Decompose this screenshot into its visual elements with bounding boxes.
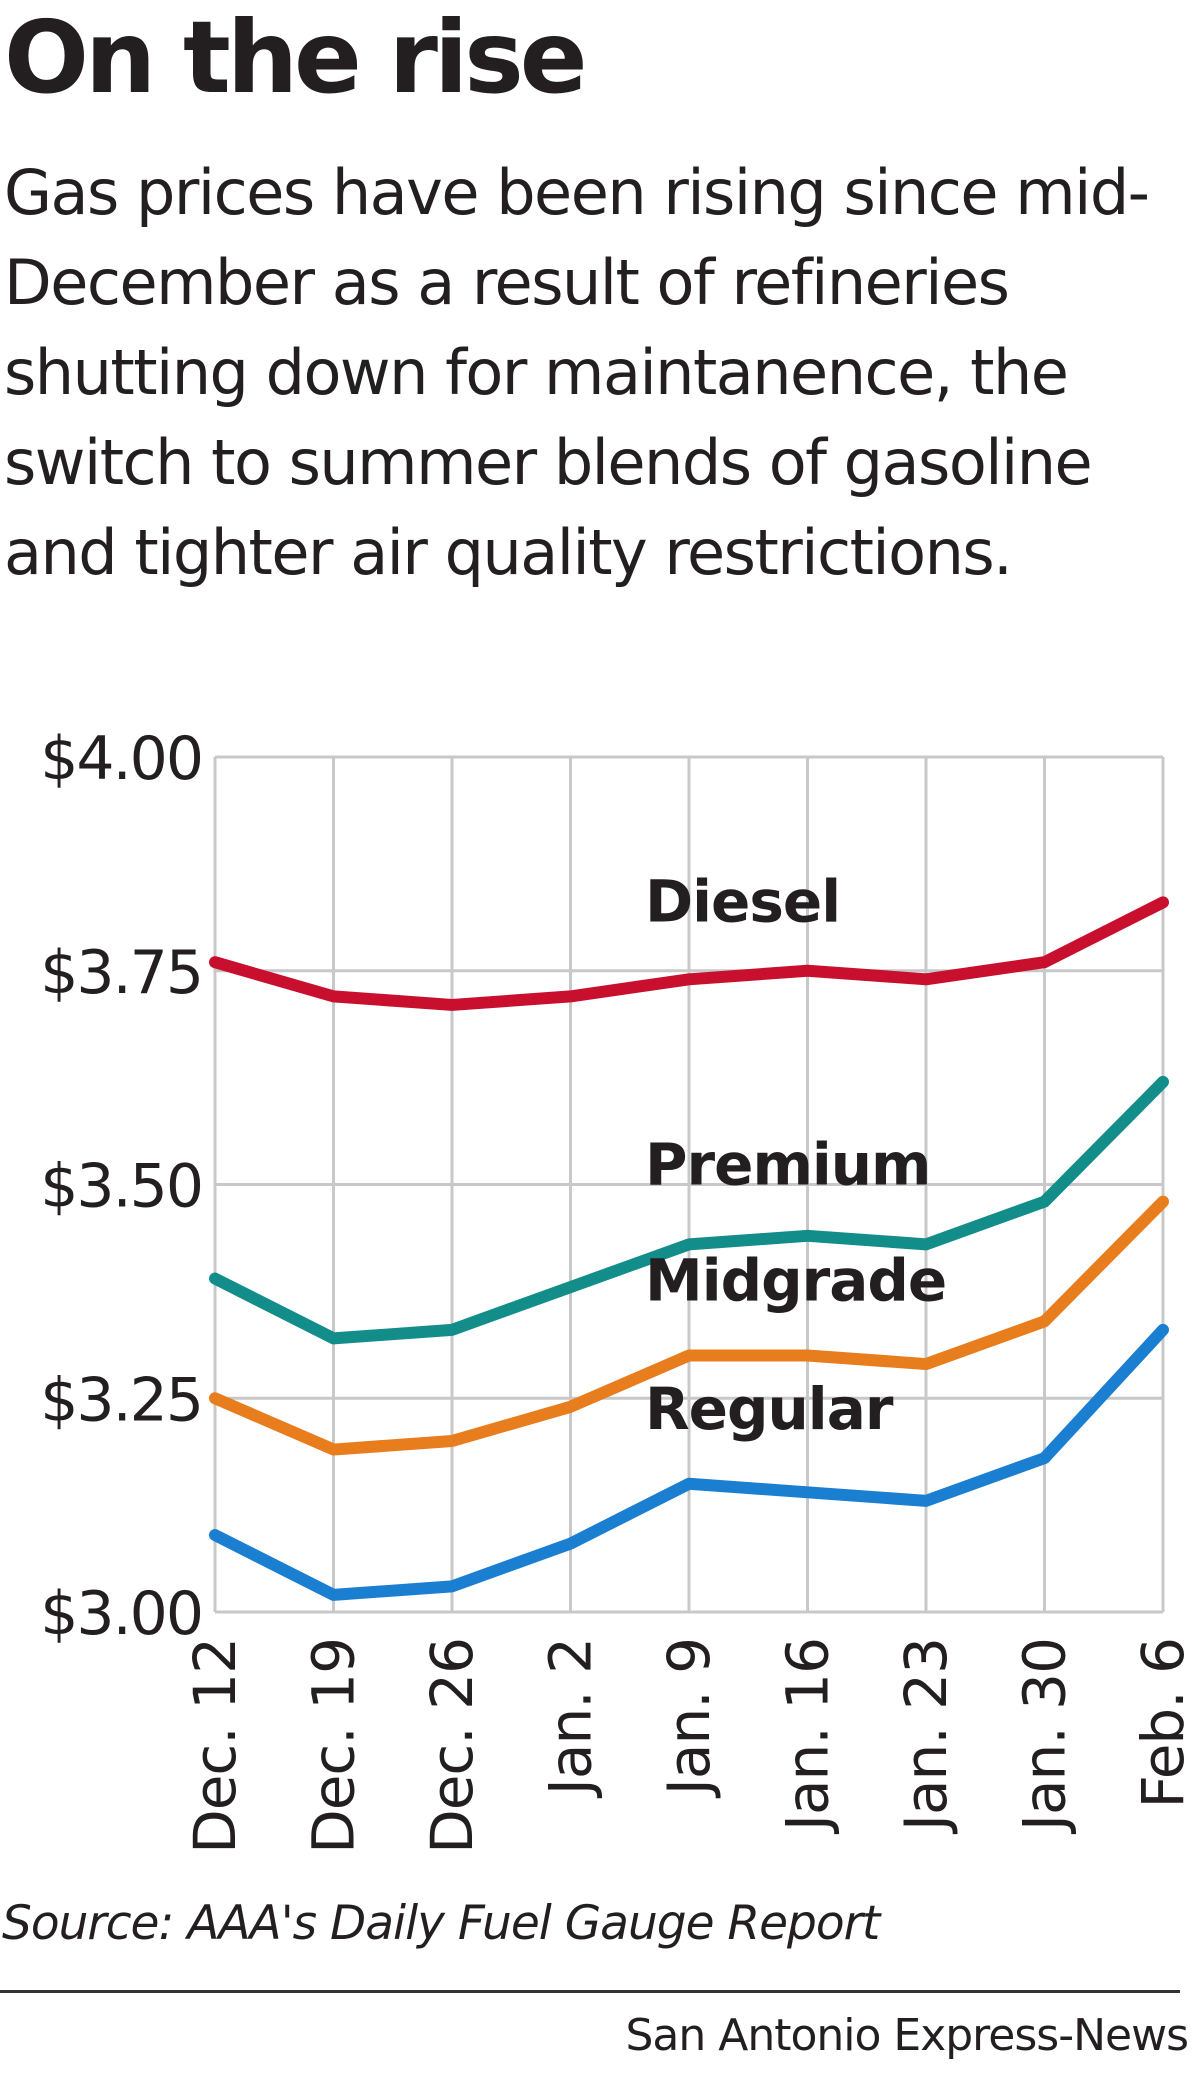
series-label-diesel: Diesel [645,867,840,935]
x-tick-label: Jan. 2 [537,1638,605,1798]
series-line-midgrade [209,1195,1169,1456]
source-note: Source: AAA's Daily Fuel Gauge Report [2,1896,880,1951]
x-tick-label: Jan. 23 [892,1638,960,1834]
series-label-regular: Regular [645,1375,894,1443]
publisher-credit: San Antonio Express-News [625,2010,1189,2061]
x-tick-label: Dec. 19 [300,1638,368,1854]
y-axis-labels: $4.00 $3.75 $3.50 $3.25 $3.00 [40,724,204,1649]
x-tick-label: Dec. 26 [418,1638,486,1854]
x-tick-label: Feb. 6 [1129,1638,1197,1808]
chart-title: On the rise [4,0,588,116]
y-tick-label: $3.25 [40,1365,202,1435]
x-axis-labels: Dec. 12 Dec. 19 Dec. 26 Jan. 2 Jan. 9 Jan. 16… [181,1638,1197,1854]
series-label-premium: Premium [645,1130,931,1198]
chart-grid [213,755,1165,1614]
series-labels: Diesel Premium Midgrade Regular [645,867,947,1443]
x-tick-label: Dec. 12 [181,1638,249,1854]
x-tick-label: Jan. 9 [655,1638,723,1798]
series-line-diesel [209,896,1169,1011]
y-tick-label: $4.00 [40,724,202,794]
y-tick-label: $3.75 [40,938,202,1008]
x-tick-label: Jan. 16 [774,1638,842,1834]
x-tick-label: Jan. 30 [1011,1638,1079,1834]
y-tick-label: $3.00 [40,1579,202,1649]
series-label-midgrade: Midgrade [645,1247,946,1315]
series-lines [209,896,1169,1601]
divider [0,1990,1180,1993]
y-tick-label: $3.50 [40,1152,202,1222]
series-line-premium [209,1075,1169,1345]
chart-subtitle: Gas prices have been rising since mid-De… [4,156,1150,589]
series-line-regular [209,1323,1169,1601]
line-chart: $4.00 $3.75 $3.50 $3.25 $3.00 Dec. 12 Dec. 19… [40,724,1197,1854]
